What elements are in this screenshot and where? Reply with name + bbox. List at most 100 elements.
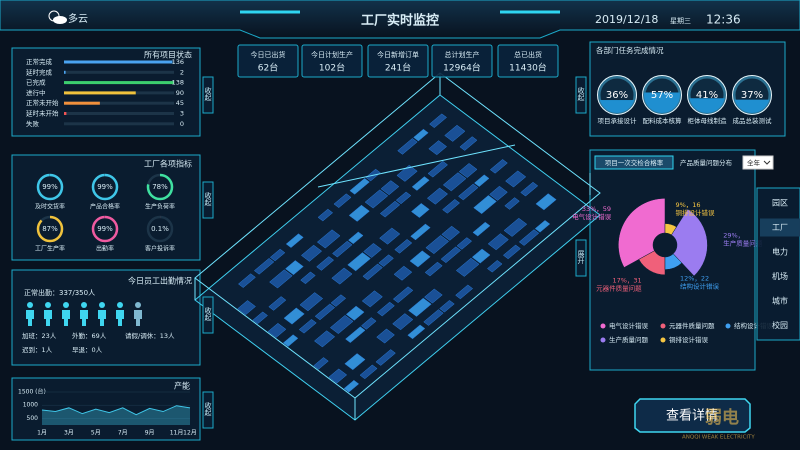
rack <box>317 257 334 271</box>
attendance-detail: 请假/调休：13人 <box>125 331 175 340</box>
rack <box>428 161 448 177</box>
menu-item[interactable]: 园区 <box>772 199 788 208</box>
status-bar <box>64 101 100 105</box>
side-button[interactable]: 收起 <box>204 306 212 322</box>
rack <box>317 230 340 248</box>
attendance-detail: 加班：23人 <box>22 331 57 340</box>
legend-label: 生产质量问题 <box>609 335 649 344</box>
side-tab[interactable] <box>575 76 587 114</box>
rack <box>346 306 364 320</box>
tab-active[interactable] <box>594 155 674 170</box>
rack <box>445 125 465 141</box>
rose-slice <box>638 250 666 276</box>
status-value: 138 <box>172 79 184 87</box>
rack <box>488 234 508 250</box>
menu-item[interactable]: 城市 <box>772 296 788 306</box>
status-bar <box>64 81 174 85</box>
side-tab[interactable] <box>202 181 214 219</box>
rack <box>506 171 526 187</box>
attendance-detail: 早退：0人 <box>72 345 103 354</box>
rack <box>459 163 477 177</box>
dial-value: 41% <box>696 90 718 101</box>
rack <box>411 224 431 240</box>
person-head <box>45 302 51 308</box>
detail-button[interactable] <box>634 398 751 433</box>
slice-name: 电气设计错误 <box>572 212 612 221</box>
dial-ring <box>642 75 682 115</box>
panel-title: 工厂各项指标 <box>144 159 192 169</box>
status-label: 已完成 <box>26 78 46 87</box>
roof-outline <box>195 73 600 398</box>
weather: 多云 <box>68 12 88 25</box>
kpi-value: 11430台 <box>509 62 547 74</box>
detail-button-label[interactable]: 查看详情 <box>666 408 718 424</box>
tab[interactable]: 产品质量问题分布 <box>680 158 733 167</box>
status-value: 90 <box>176 89 184 97</box>
rack <box>442 226 460 240</box>
menu-item[interactable]: 校园 <box>772 320 788 330</box>
x-tick-label: 11月 <box>170 430 184 437</box>
rack <box>332 268 352 284</box>
weekday: 星期三 <box>670 17 691 25</box>
gauge-arc <box>36 173 64 201</box>
dial-ring <box>732 75 772 115</box>
filter[interactable]: 全年 <box>747 158 761 167</box>
gauge-arc <box>91 173 119 201</box>
menu-item[interactable]: 机场 <box>772 271 788 281</box>
rack <box>314 331 334 347</box>
legend-label: 元器件质量问题 <box>669 321 715 330</box>
side-button[interactable]: 收起 <box>204 191 212 207</box>
rack <box>393 287 413 303</box>
rack <box>330 315 353 333</box>
tab[interactable]: 项目一次交检合格率 <box>605 158 664 167</box>
rack <box>503 245 520 259</box>
person-head <box>135 302 141 308</box>
header-bar <box>0 0 800 39</box>
side-button[interactable]: 收起 <box>577 86 585 102</box>
rack <box>430 114 447 128</box>
side-tab[interactable] <box>575 239 587 277</box>
status-value: 3 <box>180 110 184 118</box>
gauge-label: 客户投诉率 <box>145 245 175 253</box>
menu-item[interactable]: 电力 <box>772 247 788 257</box>
side-tab[interactable] <box>202 76 214 114</box>
panel-title: 今日员工出勤情况 <box>128 276 192 286</box>
status-bar <box>64 112 67 115</box>
rack <box>365 190 388 208</box>
rack <box>429 141 447 155</box>
filter-box[interactable] <box>742 155 774 170</box>
rack <box>410 251 430 267</box>
rack <box>364 243 382 257</box>
legend-dot <box>660 337 666 343</box>
rack <box>536 194 556 210</box>
rack <box>253 312 268 324</box>
rack <box>457 238 472 250</box>
kpi-label: 总已出货 <box>514 50 542 59</box>
y-tick-label: 500 <box>27 415 39 422</box>
rack <box>409 298 432 316</box>
rack <box>443 173 466 191</box>
rack <box>396 192 411 204</box>
rack <box>380 201 400 217</box>
rack <box>315 304 335 320</box>
kpi-box <box>367 44 429 78</box>
rack <box>300 293 323 311</box>
x-tick-label: 12月 <box>183 430 197 437</box>
kpi-value: 12964台 <box>443 62 481 74</box>
side-button[interactable]: 收起 <box>204 86 212 102</box>
gauge-label: 产品合格率 <box>90 203 120 211</box>
side-button[interactable]: 展开 <box>577 250 585 265</box>
person-head <box>117 302 123 308</box>
legend-dot <box>660 323 666 329</box>
dial-level <box>689 98 725 113</box>
legend-label: 结构设计错误 <box>734 321 774 330</box>
menu-item[interactable]: 工厂 <box>772 223 788 232</box>
gauge-arc <box>146 215 174 243</box>
side-button[interactable]: 收起 <box>204 401 212 417</box>
side-tab[interactable] <box>202 391 214 429</box>
capacity-area <box>42 405 190 425</box>
gauge-label: 工厂生产率 <box>35 245 65 253</box>
rack <box>329 369 347 383</box>
side-tab[interactable] <box>202 296 214 334</box>
